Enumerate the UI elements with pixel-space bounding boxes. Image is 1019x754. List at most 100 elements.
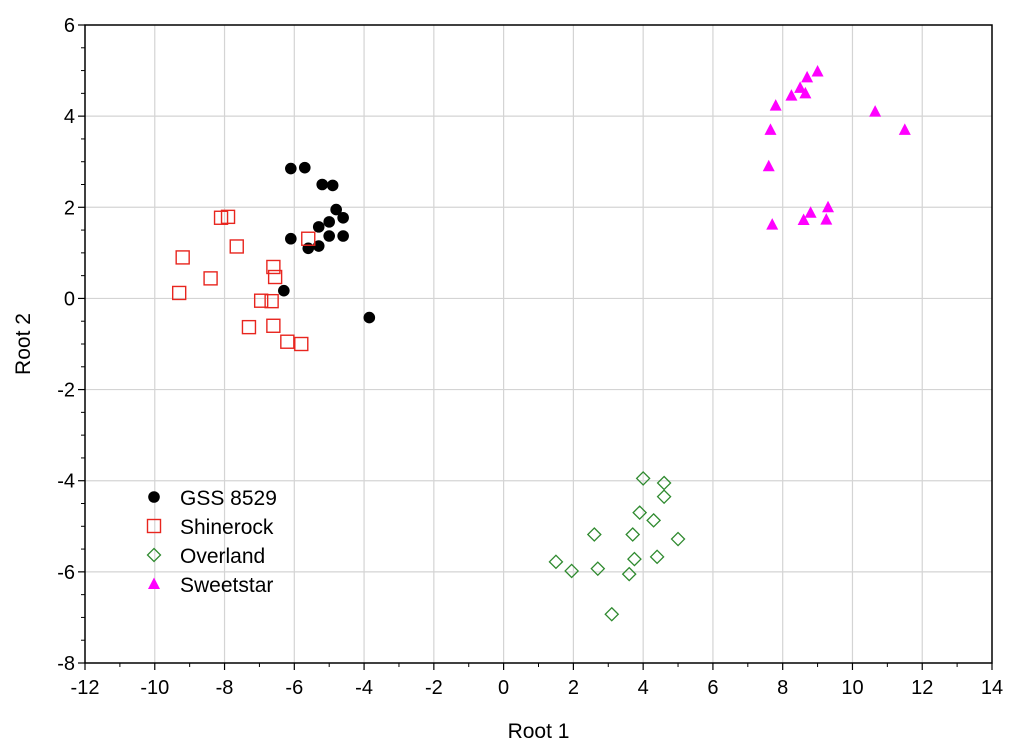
data-point xyxy=(312,240,325,252)
series-sweetstar xyxy=(762,64,911,230)
data-point xyxy=(285,232,297,245)
data-point xyxy=(869,105,882,117)
x-tick-label: 4 xyxy=(638,677,649,699)
x-tick-label: -12 xyxy=(71,677,100,699)
y-tick-label: -6 xyxy=(57,562,75,584)
x-tick-label: 2 xyxy=(568,677,579,699)
data-point xyxy=(625,527,641,542)
legend-marker xyxy=(148,577,160,589)
data-point xyxy=(797,213,810,226)
data-point xyxy=(266,259,281,275)
data-point xyxy=(203,271,218,286)
legend-marker xyxy=(146,518,162,534)
data-point xyxy=(337,230,349,242)
y-axis-title: Root 2 xyxy=(12,313,35,375)
tick-labels: -12 -10 -8 -6 -4 -2 0 2 4 6 8 10 12 14 -8 -6 -4 -2 0 2 4 6 xyxy=(57,15,1003,699)
y-tick-label: -2 xyxy=(57,380,75,402)
x-tick-label: 14 xyxy=(981,677,1003,699)
data-point xyxy=(278,284,290,297)
data-point xyxy=(253,293,269,308)
data-point xyxy=(811,64,824,77)
data-point xyxy=(264,293,279,309)
x-tick-label: -2 xyxy=(425,677,443,699)
data-point xyxy=(229,239,244,254)
y-tick-label: 2 xyxy=(64,197,75,219)
data-point xyxy=(820,213,833,225)
legend-label: GSS 8529 xyxy=(180,487,277,510)
data-point xyxy=(670,531,686,547)
data-point xyxy=(363,311,376,324)
data-point xyxy=(801,70,814,83)
data-point xyxy=(762,159,775,172)
data-point xyxy=(220,209,236,225)
data-point xyxy=(764,123,777,135)
data-point xyxy=(171,285,187,301)
series-shinerock xyxy=(171,209,316,352)
plot-frame xyxy=(84,24,993,664)
grid xyxy=(85,25,992,663)
data-point xyxy=(323,216,335,228)
data-point xyxy=(632,505,648,521)
data-point xyxy=(590,561,606,577)
data-point xyxy=(822,200,835,213)
x-tick-label: 12 xyxy=(911,677,933,699)
data-point xyxy=(326,179,339,192)
data-point xyxy=(316,178,329,191)
data-point xyxy=(656,489,672,505)
legend-label: Shinerock xyxy=(180,516,274,539)
data-point xyxy=(312,221,325,233)
x-tick-label: 10 xyxy=(841,677,863,699)
data-point xyxy=(301,231,316,246)
axis-ticks xyxy=(78,24,993,670)
data-point xyxy=(280,334,295,349)
x-tick-label: 6 xyxy=(707,677,718,699)
data-point xyxy=(635,471,651,486)
data-point xyxy=(794,81,807,93)
x-axis-title: Root 1 xyxy=(508,720,570,743)
y-tick-label: -8 xyxy=(57,653,75,675)
data-points xyxy=(171,64,911,622)
data-point xyxy=(898,123,911,135)
data-point xyxy=(564,563,580,579)
x-tick-label: -6 xyxy=(285,677,303,699)
x-tick-label: 0 xyxy=(498,677,509,699)
data-point xyxy=(586,527,602,542)
data-point xyxy=(627,551,642,567)
data-point xyxy=(621,566,637,582)
data-point xyxy=(804,206,817,218)
x-tick-label: -8 xyxy=(216,677,234,699)
data-point xyxy=(294,336,309,352)
data-point xyxy=(285,162,297,175)
legend-marker xyxy=(148,491,160,503)
data-point xyxy=(175,250,190,265)
data-point xyxy=(769,99,782,111)
data-point xyxy=(649,549,665,565)
data-point xyxy=(323,230,335,242)
y-tick-label: -4 xyxy=(57,471,75,493)
y-tick-label: 6 xyxy=(64,15,75,37)
data-point xyxy=(646,512,662,528)
data-point xyxy=(267,269,283,285)
data-point xyxy=(656,475,672,491)
legend-marker xyxy=(146,547,162,563)
x-tick-label: 8 xyxy=(777,677,788,699)
data-point xyxy=(330,203,342,216)
data-point xyxy=(302,242,315,255)
x-tick-label: -10 xyxy=(140,677,169,699)
data-point xyxy=(785,89,798,101)
x-tick-label: -4 xyxy=(355,677,373,699)
data-point xyxy=(604,606,620,622)
data-point xyxy=(766,218,779,230)
series-gss-8529 xyxy=(278,161,376,324)
data-point xyxy=(799,86,812,99)
data-point xyxy=(241,319,257,335)
series-overland xyxy=(548,471,686,622)
data-point xyxy=(548,554,564,570)
legend: GSS 8529 Shinerock Overland Sweetstar xyxy=(146,487,277,597)
y-tick-label: 4 xyxy=(64,106,75,128)
legend-label: Sweetstar xyxy=(180,574,273,597)
data-point xyxy=(337,211,349,224)
data-point xyxy=(298,161,311,174)
y-tick-label: 0 xyxy=(64,288,75,310)
